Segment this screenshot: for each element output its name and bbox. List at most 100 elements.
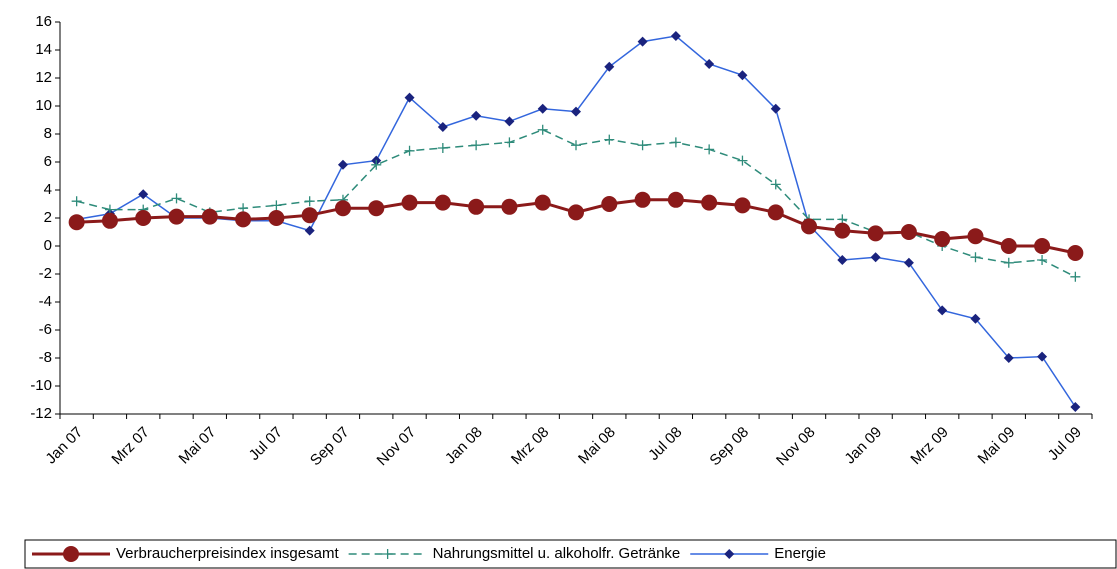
legend-box: [24, 539, 1117, 569]
y-tick-label: 0: [44, 237, 52, 254]
legend-label: Verbraucherpreisindex insgesamt: [116, 545, 339, 562]
point: [404, 92, 415, 103]
point: [171, 193, 182, 204]
y-tick-label: 16: [35, 13, 52, 30]
x-tick-label: Jul 08: [645, 424, 685, 464]
y-tick-label: 14: [35, 41, 52, 58]
x-tick-label: Mai 07: [176, 424, 220, 468]
line: [76, 128, 1076, 278]
point: [1037, 255, 1048, 265]
point: [701, 194, 718, 211]
point: [404, 145, 415, 156]
point: [368, 200, 385, 217]
point: [138, 189, 149, 200]
y-tick-label: -12: [30, 405, 52, 422]
point: [870, 252, 881, 263]
point: [1037, 351, 1048, 362]
point: [534, 194, 551, 211]
point: [504, 116, 515, 127]
point: [468, 198, 485, 215]
point: [1003, 257, 1014, 268]
point: [401, 194, 418, 211]
y-tick-label: 4: [44, 181, 52, 198]
point: [604, 134, 615, 145]
x-tick-label: Jul 09: [1045, 424, 1085, 464]
point: [382, 549, 393, 559]
point: [168, 208, 185, 225]
point: [670, 137, 681, 148]
y-tick-label: -8: [39, 349, 52, 366]
point: [268, 210, 285, 226]
point: [471, 110, 482, 121]
x-tick-label: Nov 08: [773, 424, 819, 470]
point: [437, 143, 448, 153]
point: [1034, 238, 1051, 254]
point: [900, 224, 917, 240]
legend-label: Energie: [774, 545, 826, 562]
point: [537, 103, 548, 114]
point: [770, 179, 781, 190]
point: [437, 122, 448, 132]
point: [837, 255, 848, 265]
point: [1070, 271, 1081, 282]
y-tick-label: 8: [44, 125, 52, 142]
point: [801, 218, 818, 235]
x-tick-label: Nov 07: [374, 424, 420, 470]
y-tick-label: -2: [39, 265, 52, 282]
point: [235, 211, 252, 228]
point: [63, 546, 79, 562]
x-tick-label: Mai 08: [575, 424, 619, 468]
point: [537, 124, 548, 135]
point: [834, 222, 851, 239]
y-tick-label: 10: [35, 97, 52, 114]
point: [903, 257, 914, 268]
point: [934, 231, 951, 247]
point: [704, 59, 715, 69]
x-tick-label: Mrz 08: [508, 424, 552, 468]
point: [371, 159, 382, 170]
x-tick-label: Sep 08: [706, 424, 752, 470]
line: [76, 35, 1077, 408]
point: [737, 155, 748, 166]
point: [704, 144, 715, 155]
x-tick-label: Jul 07: [246, 424, 286, 464]
point: [867, 225, 884, 242]
legend-label: Nahrungsmittel u. alkoholfr. Getränke: [433, 545, 681, 562]
point: [471, 140, 482, 151]
point: [334, 200, 351, 217]
point: [667, 191, 684, 208]
point: [604, 61, 615, 72]
point: [304, 196, 315, 207]
point: [1067, 245, 1084, 261]
point: [571, 140, 581, 151]
point: [937, 305, 948, 316]
point: [271, 200, 282, 211]
point: [337, 159, 348, 170]
point: [967, 228, 984, 245]
y-tick-label: 6: [44, 153, 52, 170]
point: [970, 313, 981, 324]
point: [434, 194, 451, 211]
point: [601, 196, 618, 212]
point: [201, 208, 218, 225]
point: [71, 196, 82, 207]
y-tick-label: -6: [39, 321, 52, 338]
point: [571, 106, 581, 117]
x-tick-label: Mrz 09: [907, 424, 951, 468]
x-tick-label: Mai 09: [975, 424, 1019, 468]
point: [670, 31, 681, 41]
point: [68, 214, 85, 231]
point: [135, 210, 152, 226]
point: [1003, 353, 1014, 363]
point: [1000, 238, 1017, 254]
x-tick-label: Jan 07: [42, 424, 86, 468]
x-tick-label: Jan 08: [442, 424, 486, 468]
y-tick-label: -10: [30, 377, 52, 394]
x-tick-label: Jan 09: [841, 424, 885, 468]
point: [734, 197, 751, 214]
point: [634, 191, 651, 208]
x-tick-label: Mrz 07: [108, 424, 152, 468]
point: [501, 198, 518, 215]
